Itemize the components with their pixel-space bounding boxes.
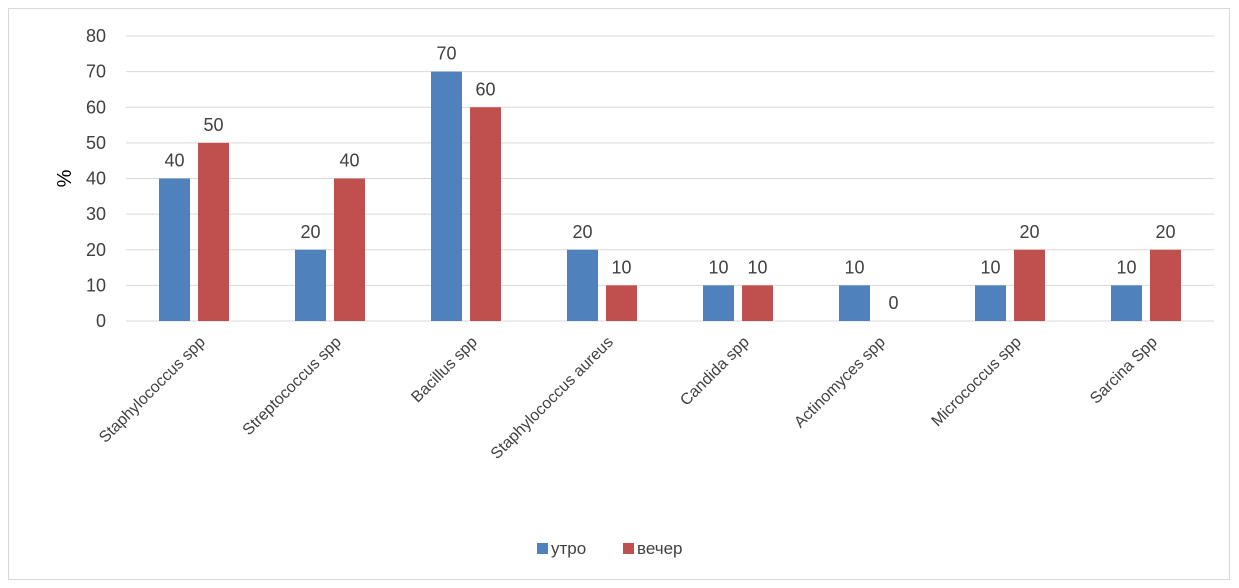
data-label: 70 bbox=[436, 44, 456, 64]
category-label: Actinomyces spp bbox=[791, 334, 889, 432]
y-axis-ticks: 0 10 20 30 40 50 60 70 80 bbox=[86, 26, 106, 331]
bar-morning bbox=[975, 285, 1006, 321]
bar-evening bbox=[606, 285, 637, 321]
data-labels: 40 50 20 40 70 60 20 10 10 10 10 0 10 20 10 20 bbox=[164, 44, 1175, 313]
category-label: Staphylococcus spp bbox=[96, 334, 209, 447]
legend-label: вечер bbox=[637, 539, 683, 558]
data-label: 40 bbox=[339, 151, 359, 171]
bar-morning bbox=[431, 71, 462, 321]
data-label: 20 bbox=[300, 222, 320, 242]
data-label: 20 bbox=[1019, 222, 1039, 242]
y-tick-label: 30 bbox=[86, 204, 106, 224]
bar-morning bbox=[1111, 285, 1142, 321]
bar-morning bbox=[839, 285, 870, 321]
y-tick-label: 20 bbox=[86, 240, 106, 260]
bar-evening bbox=[1014, 249, 1045, 321]
bar-chart: 0 10 20 30 40 50 60 70 80 % 40 50 20 40 70 60 20 10 10 10… bbox=[54, 26, 1214, 558]
legend-swatch bbox=[623, 543, 634, 554]
bar-morning bbox=[159, 178, 190, 321]
bar-evening bbox=[1150, 249, 1181, 321]
bar-morning bbox=[567, 249, 598, 321]
category-labels: Staphylococcus spp Streptococcus spp Bacil… bbox=[96, 334, 1161, 463]
y-tick-label: 60 bbox=[86, 97, 106, 117]
chart-frame: 0 10 20 30 40 50 60 70 80 % 40 50 20 40 70 60 20 10 10 10… bbox=[8, 8, 1230, 580]
legend-label: утро bbox=[551, 539, 586, 558]
y-axis-title: % bbox=[54, 169, 76, 187]
y-tick-label: 80 bbox=[86, 26, 106, 46]
category-label: Micrococcus spp bbox=[929, 334, 1025, 430]
bar-evening bbox=[198, 142, 229, 321]
category-label: Staphylococcus aureus bbox=[488, 334, 617, 463]
data-label: 20 bbox=[1155, 222, 1175, 242]
data-label: 10 bbox=[1116, 257, 1136, 277]
y-tick-label: 0 bbox=[96, 311, 106, 331]
category-label: Bacillus spp bbox=[408, 334, 480, 406]
data-label: 10 bbox=[708, 257, 728, 277]
data-label: 60 bbox=[475, 79, 495, 99]
data-label: 10 bbox=[747, 257, 767, 277]
data-label: 20 bbox=[572, 222, 592, 242]
bar-morning bbox=[703, 285, 734, 321]
bar-evening bbox=[334, 178, 365, 321]
data-label: 10 bbox=[844, 257, 864, 277]
category-label: Candida spp bbox=[677, 334, 753, 410]
data-label: 40 bbox=[164, 151, 184, 171]
bar-evening bbox=[470, 107, 501, 321]
legend-swatch bbox=[537, 543, 548, 554]
gridlines bbox=[126, 35, 1214, 322]
data-label: 50 bbox=[203, 115, 223, 135]
legend: утро вечер bbox=[537, 539, 683, 558]
y-tick-label: 40 bbox=[86, 169, 106, 189]
y-tick-label: 70 bbox=[86, 62, 106, 82]
category-label: Sarcina Spp bbox=[1087, 334, 1161, 408]
bar-evening bbox=[742, 285, 773, 321]
y-tick-label: 50 bbox=[86, 133, 106, 153]
y-tick-label: 10 bbox=[86, 275, 106, 295]
data-label: 10 bbox=[611, 257, 631, 277]
data-label: 10 bbox=[980, 257, 1000, 277]
category-label: Streptococcus spp bbox=[240, 334, 345, 439]
bar-morning bbox=[295, 249, 326, 321]
data-label: 0 bbox=[888, 293, 898, 313]
bars bbox=[159, 71, 1181, 321]
